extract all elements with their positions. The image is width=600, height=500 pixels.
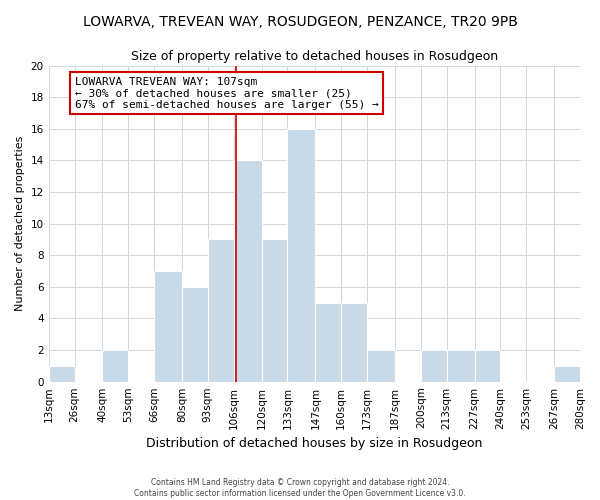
Bar xyxy=(341,302,367,382)
Bar xyxy=(154,271,182,382)
Text: Contains HM Land Registry data © Crown copyright and database right 2024.
Contai: Contains HM Land Registry data © Crown c… xyxy=(134,478,466,498)
Bar xyxy=(475,350,500,382)
Bar xyxy=(367,350,395,382)
Bar xyxy=(208,240,234,382)
Bar xyxy=(421,350,446,382)
Y-axis label: Number of detached properties: Number of detached properties xyxy=(15,136,25,312)
Bar xyxy=(316,302,341,382)
X-axis label: Distribution of detached houses by size in Rosudgeon: Distribution of detached houses by size … xyxy=(146,437,482,450)
Bar xyxy=(262,240,287,382)
Bar xyxy=(446,350,475,382)
Bar xyxy=(287,129,316,382)
Bar xyxy=(103,350,128,382)
Text: LOWARVA, TREVEAN WAY, ROSUDGEON, PENZANCE, TR20 9PB: LOWARVA, TREVEAN WAY, ROSUDGEON, PENZANC… xyxy=(83,15,517,29)
Bar xyxy=(182,287,208,382)
Text: LOWARVA TREVEAN WAY: 107sqm
← 30% of detached houses are smaller (25)
67% of sem: LOWARVA TREVEAN WAY: 107sqm ← 30% of det… xyxy=(74,76,378,110)
Bar xyxy=(554,366,580,382)
Title: Size of property relative to detached houses in Rosudgeon: Size of property relative to detached ho… xyxy=(131,50,498,63)
Bar xyxy=(49,366,74,382)
Bar xyxy=(234,160,262,382)
